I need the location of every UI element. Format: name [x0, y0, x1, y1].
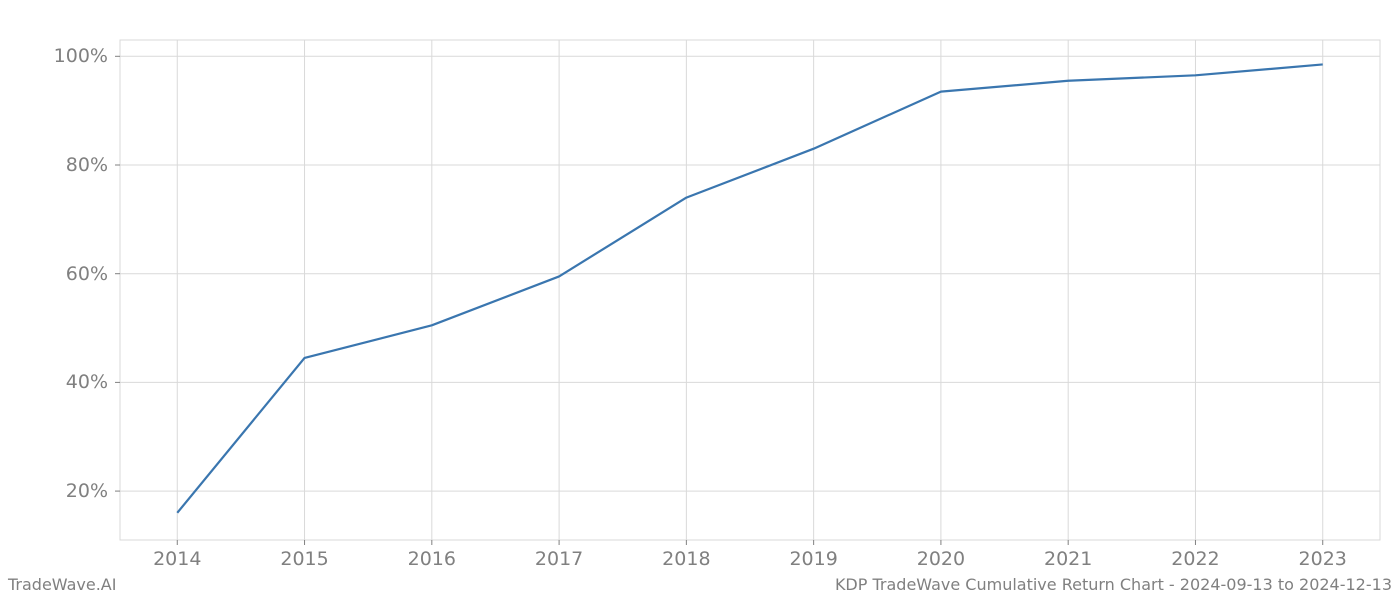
y-tick-label: 40% [66, 371, 108, 393]
x-tick-label: 2019 [789, 548, 837, 570]
y-tick-label: 20% [66, 480, 108, 502]
x-tick-label: 2020 [917, 548, 965, 570]
x-tick-label: 2017 [535, 548, 583, 570]
x-tick-label: 2014 [153, 548, 201, 570]
x-tick-label: 2015 [280, 548, 328, 570]
x-tick-label: 2021 [1044, 548, 1092, 570]
y-tick-label: 60% [66, 263, 108, 285]
x-tick-label: 2018 [662, 548, 710, 570]
chart-caption: KDP TradeWave Cumulative Return Chart - … [835, 575, 1392, 594]
y-tick-label: 80% [66, 154, 108, 176]
line-chart-svg [0, 0, 1400, 600]
y-tick-label: 100% [54, 45, 108, 67]
footer-watermark: TradeWave.AI [8, 575, 116, 594]
x-tick-label: 2023 [1299, 548, 1347, 570]
chart-container: 2014 2015 2016 2017 2018 2019 2020 2021 2022 2023… [0, 0, 1400, 600]
x-tick-label: 2022 [1171, 548, 1219, 570]
x-tick-label: 2016 [408, 548, 456, 570]
